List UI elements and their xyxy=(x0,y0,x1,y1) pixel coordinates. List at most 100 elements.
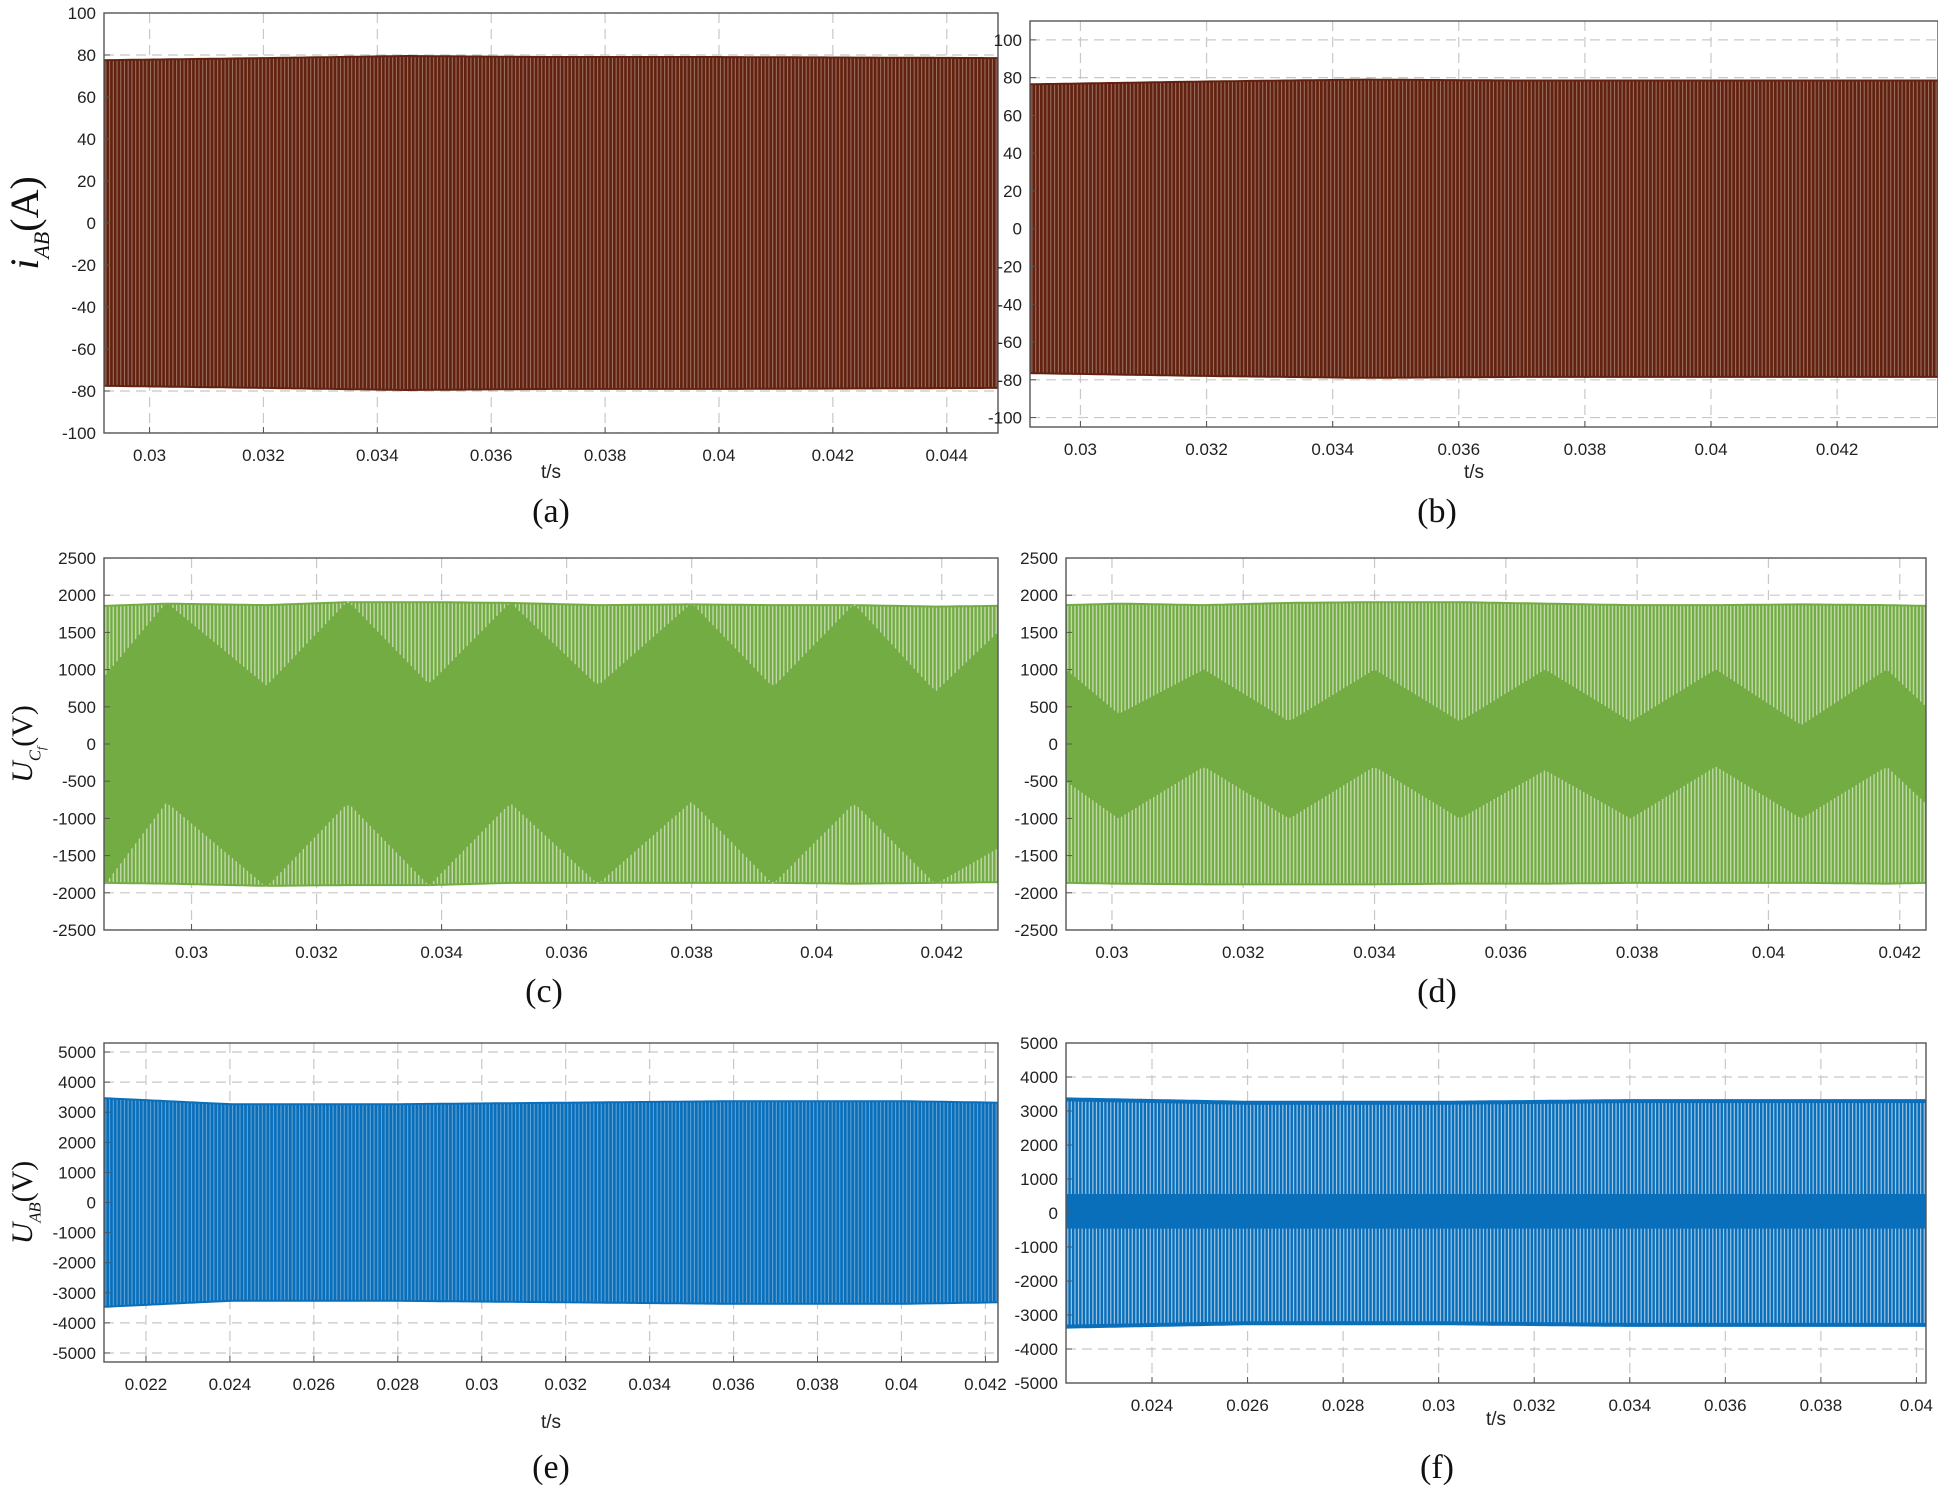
y-tick-label: 2000 xyxy=(1020,586,1058,605)
y-tick-label: 1500 xyxy=(58,623,96,642)
x-axis-label: t/s xyxy=(1464,462,1484,483)
y-tick-label: -40 xyxy=(71,298,96,317)
y-tick-label: 2000 xyxy=(58,586,96,605)
panel-caption: (b) xyxy=(1417,493,1457,530)
waveform-envelope xyxy=(104,1097,998,1308)
x-tick-label: 0.022 xyxy=(125,1375,168,1394)
waveform-envelope xyxy=(104,55,998,391)
x-tick-label: 0.028 xyxy=(377,1375,420,1394)
x-tick-label: 0.03 xyxy=(1422,1396,1455,1415)
y-tick-label: -60 xyxy=(71,340,96,359)
x-tick-label: 0.03 xyxy=(133,446,166,465)
y-tick-label: 0 xyxy=(1013,220,1022,239)
x-tick-label: 0.042 xyxy=(920,943,963,962)
y-tick-label: -4000 xyxy=(53,1314,96,1333)
panel-caption: (d) xyxy=(1417,973,1457,1010)
x-tick-label: 0.032 xyxy=(295,943,338,962)
y-tick-label: 2000 xyxy=(1020,1136,1058,1155)
switching-lines xyxy=(1031,80,1937,377)
x-tick-label: 0.026 xyxy=(1226,1396,1269,1415)
switching-lines xyxy=(105,1099,997,1306)
x-tick-label: 0.034 xyxy=(356,446,399,465)
y-tick-label: -1500 xyxy=(1015,847,1058,866)
panel-d: -2500 -2000 -1500 -1000 -500 0 500 1000 1500 2000… xyxy=(1015,549,1927,1010)
y-tick-label: 5000 xyxy=(1020,1034,1058,1053)
panel-a: -100 -80 -60 -40 -20 0 20 40 60 80 100 0.03 0.032 0.0… xyxy=(2,4,999,530)
y-tick-label: -500 xyxy=(62,772,96,791)
x-tick-label: 0.034 xyxy=(1353,943,1396,962)
y-tick-label: 0 xyxy=(87,735,96,754)
y-tick-label: -20 xyxy=(997,257,1022,276)
y-tick-label: 2500 xyxy=(1020,549,1058,568)
y-tick-label: 40 xyxy=(1003,144,1022,163)
x-tick-label: 0.042 xyxy=(1816,440,1859,459)
x-tick-label: 0.036 xyxy=(470,446,513,465)
y-tick-label: 1500 xyxy=(1020,623,1058,642)
y-tick-label: -40 xyxy=(997,295,1022,314)
panel-f: -5000 -4000 -3000 -2000 -1000 0 1000 2000 3000 40… xyxy=(1015,1034,1933,1486)
y-tick-label: 20 xyxy=(77,172,96,191)
panel-e: -5000 -4000 -3000 -2000 -1000 0 1000 2000 3000 40… xyxy=(6,1042,1007,1486)
x-tick-label: 0.032 xyxy=(1185,440,1228,459)
panel-caption: (c) xyxy=(525,973,563,1010)
y-tick-label: -2500 xyxy=(53,921,96,940)
y-tick-label: 60 xyxy=(1003,106,1022,125)
y-tick-label: -1000 xyxy=(53,809,96,828)
x-tick-label: 0.038 xyxy=(670,943,713,962)
x-tick-label: 0.036 xyxy=(1704,1396,1747,1415)
waveform-core-band xyxy=(1066,1196,1926,1227)
y-tick-label: -1000 xyxy=(53,1224,96,1243)
x-tick-label: 0.038 xyxy=(1800,1396,1843,1415)
y-tick-label: 0 xyxy=(87,1194,96,1213)
y-tick-label: -100 xyxy=(988,409,1022,428)
y-tick-label: 2500 xyxy=(58,549,96,568)
y-tick-label: 3000 xyxy=(1020,1102,1058,1121)
y-tick-label: -1000 xyxy=(1015,809,1058,828)
x-tick-label: 0.03 xyxy=(1095,943,1128,962)
x-tick-label: 0.04 xyxy=(702,446,735,465)
y-tick-label: 4000 xyxy=(58,1073,96,1092)
waveform-inner-envelope xyxy=(104,603,998,887)
y-tick-label: -5000 xyxy=(53,1344,96,1363)
x-tick-label: 0.034 xyxy=(420,943,463,962)
y-tick-label: 1000 xyxy=(58,1163,96,1182)
y-tick-label: -2000 xyxy=(1015,884,1058,903)
x-tick-label: 0.036 xyxy=(1438,440,1481,459)
y-tick-label: 2000 xyxy=(58,1133,96,1152)
panel-caption: (e) xyxy=(532,1449,570,1486)
x-tick-label: 0.03 xyxy=(175,943,208,962)
waveform-series xyxy=(1066,601,1926,886)
switching-lines xyxy=(105,57,997,389)
x-tick-label: 0.032 xyxy=(1513,1396,1556,1415)
x-tick-label: 0.034 xyxy=(1609,1396,1652,1415)
y-tick-label: 500 xyxy=(1030,698,1058,717)
y-tick-label: -80 xyxy=(71,382,96,401)
x-tick-label: 0.04 xyxy=(885,1375,918,1394)
y-tick-label: -20 xyxy=(71,256,96,275)
x-tick-label: 0.036 xyxy=(545,943,588,962)
y-axis-label: iAB(A) xyxy=(2,176,54,270)
y-tick-label: 1000 xyxy=(1020,661,1058,680)
x-axis-label: t/s xyxy=(541,462,561,483)
x-tick-label: 0.034 xyxy=(628,1375,671,1394)
y-tick-label: -3000 xyxy=(53,1284,96,1303)
x-tick-label: 0.038 xyxy=(796,1375,839,1394)
y-tick-label: 80 xyxy=(77,46,96,65)
panel-caption: (a) xyxy=(532,493,570,530)
y-tick-label: -5000 xyxy=(1015,1374,1058,1393)
y-tick-label: -2000 xyxy=(53,884,96,903)
panel-b: -100 -80 -60 -40 -20 0 20 40 60 80 100 0.03 0.032 0.0… xyxy=(988,20,1938,530)
y-tick-label: 100 xyxy=(994,31,1022,50)
x-tick-label: 0.034 xyxy=(1311,440,1354,459)
x-tick-label: 0.032 xyxy=(544,1375,587,1394)
axes-frame xyxy=(1029,20,1938,428)
x-tick-label: 0.04 xyxy=(1752,943,1785,962)
waveform-series xyxy=(104,601,998,887)
x-tick-label: 0.028 xyxy=(1322,1396,1365,1415)
y-axis-label: UCf(V) xyxy=(6,705,48,783)
y-tick-label: 80 xyxy=(1003,69,1022,88)
x-tick-label: 0.038 xyxy=(1564,440,1607,459)
panel-c: -2500 -2000 -1500 -1000 -500 0 500 1000 1500 2000… xyxy=(6,549,999,1010)
switching-lines xyxy=(1067,603,1925,884)
